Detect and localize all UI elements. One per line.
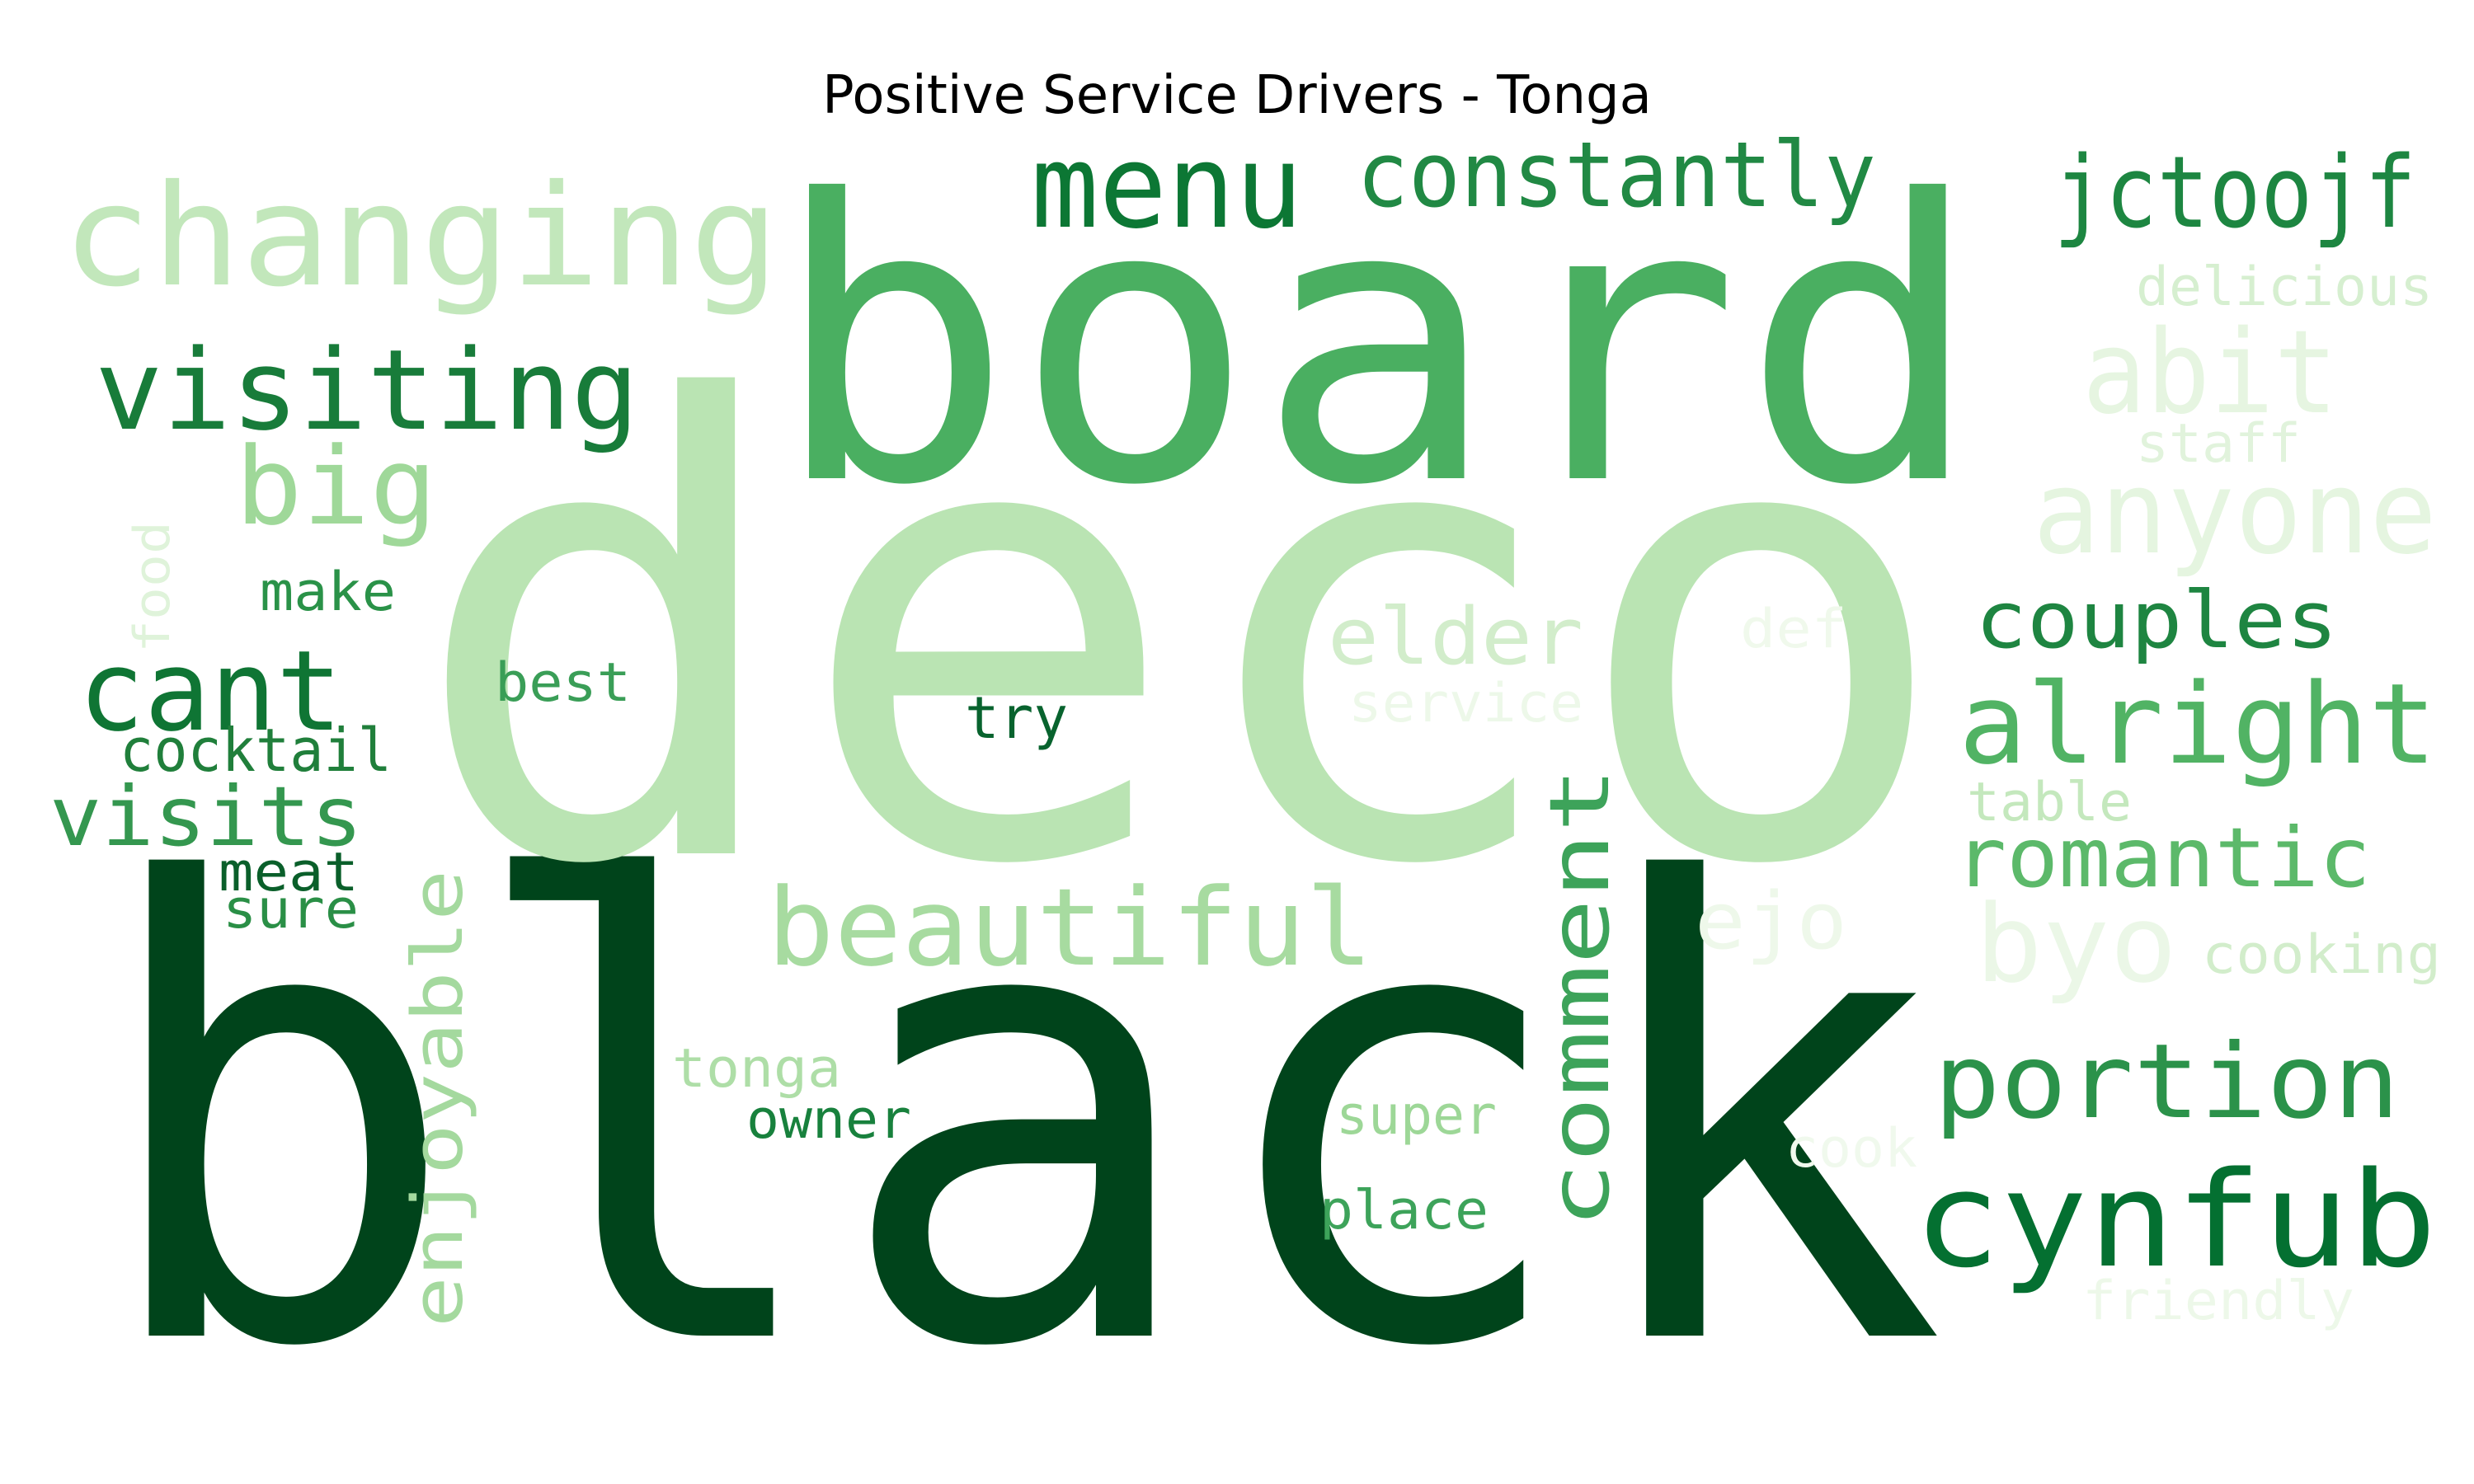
word-enjoyable: enjoyable (397, 870, 479, 1327)
word-deco: deco (408, 273, 1954, 1002)
word-best: best (495, 652, 631, 714)
word-sure: sure (223, 879, 359, 941)
word-def: def (1740, 599, 1847, 660)
word-constantly: constantly (1357, 122, 1876, 228)
word-board: board (771, 119, 1983, 570)
word-elder: elder (1328, 592, 1583, 683)
word-comment: comment (1531, 767, 1628, 1228)
word-meat: meat (219, 842, 359, 904)
word-table: table (1967, 772, 2132, 834)
word-big: big (235, 424, 437, 549)
word-tonga: tonga (672, 1038, 841, 1100)
word-visits: visits (49, 768, 363, 865)
word-menu: menu (1031, 120, 1303, 255)
word-cook: cook (1785, 1118, 1917, 1180)
word-food: food (124, 521, 181, 653)
word-byo: byo (1975, 881, 2177, 1007)
word-delicious: delicious (2136, 256, 2433, 318)
word-friendly: friendly (2082, 1270, 2354, 1332)
word-black: black (91, 755, 1946, 1484)
word-service: service (1348, 673, 1583, 735)
chart-title: Positive Service Drivers - Tonga (822, 65, 1652, 126)
word-visiting: visiting (95, 326, 639, 455)
word-portion: portion (1934, 1022, 2400, 1142)
word-cynfub: cynfub (1913, 1143, 2437, 1297)
word-super: super (1336, 1085, 1497, 1147)
word-beautiful: beautiful (767, 865, 1373, 990)
word-changing: changing (62, 155, 779, 318)
word-cant: cant (78, 627, 342, 756)
word-ejo: ejo (1695, 876, 1847, 967)
word-try: try (965, 684, 1068, 752)
word-place: place (1319, 1180, 1489, 1242)
word-couples: couples (1975, 575, 2338, 666)
word-anyone: anyone (2033, 446, 2437, 580)
word-staff: staff (2136, 413, 2301, 475)
word-owner: owner (746, 1089, 911, 1151)
word-alright: alright (1959, 660, 2437, 789)
word-cooking: cooking (2202, 924, 2441, 986)
word-romantic: romantic (1954, 810, 2371, 906)
word-abit: abit (2082, 306, 2338, 440)
word-jctoojf: jctoojf (2053, 136, 2416, 251)
word-cocktail: cocktail (120, 716, 392, 785)
word-make: make (260, 561, 396, 623)
